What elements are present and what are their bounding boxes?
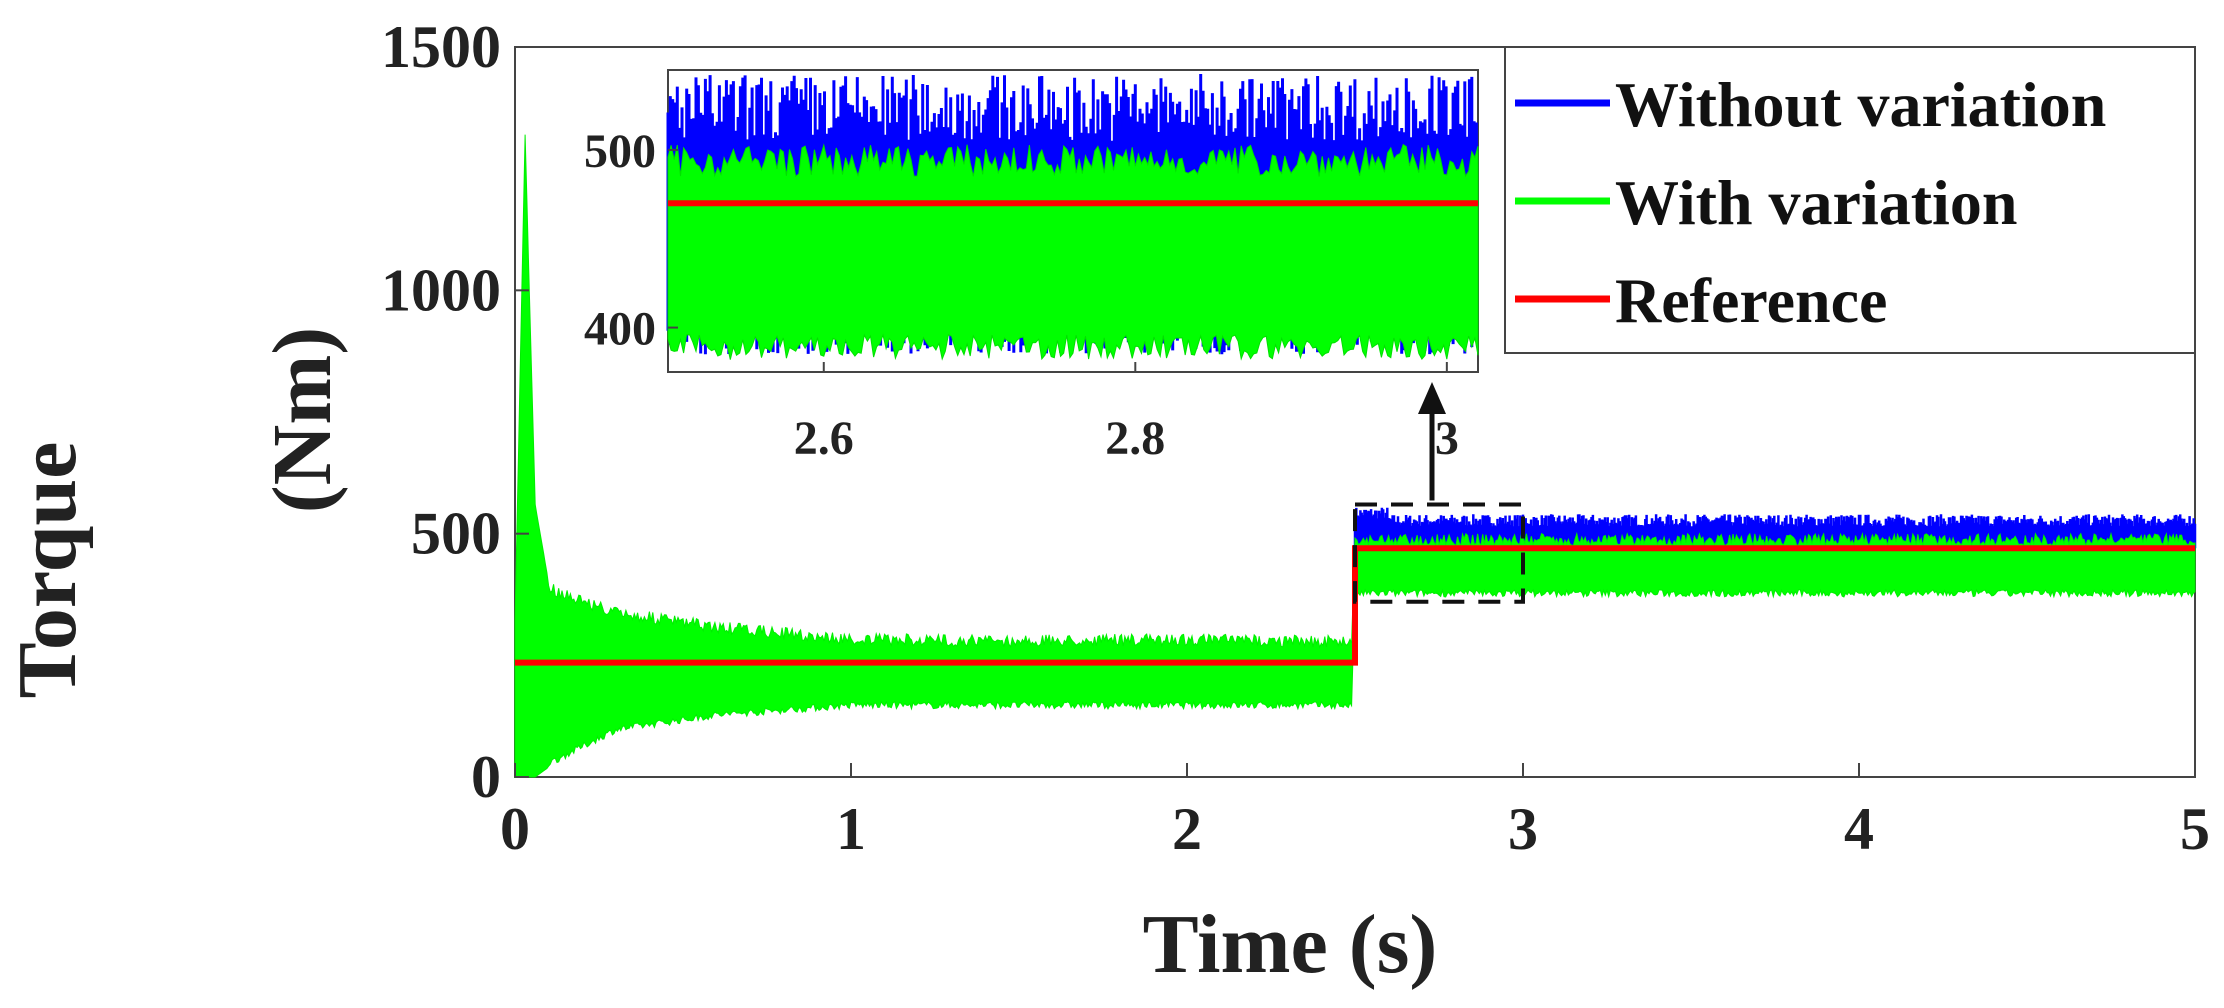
legend-label-reference: Reference: [1615, 265, 1887, 336]
inset-x-tick-label: 2.8: [1105, 412, 1165, 465]
legend-box: [1504, 46, 2196, 354]
legend: Without variation With variation Referen…: [1504, 46, 2196, 354]
x-tick-label: 2: [1172, 796, 1202, 862]
inset-x-tick-label: 2.6: [794, 412, 854, 465]
y-tick-label: 1500: [381, 14, 501, 80]
inset-plot: 2.6 2.8 3 400 500: [584, 69, 1479, 501]
y-tick-label: 0: [471, 744, 501, 810]
x-tick-label: 3: [1508, 796, 1538, 862]
inset-y-tick-label: 500: [584, 125, 656, 178]
y-tick-label: 1000: [381, 257, 501, 323]
series-reference: [515, 545, 2195, 666]
inset-y-tick-label: 400: [584, 303, 656, 356]
x-tick-label: 4: [1844, 796, 1874, 862]
x-tick-label: 5: [2180, 796, 2210, 862]
y-axis-label-line1: Torque: [1, 442, 94, 699]
series-without-variation: [1353, 507, 2197, 549]
series-with-variation: [514, 134, 2196, 778]
legend-label-with-variation: With variation: [1615, 167, 2017, 238]
legend-label-without-variation: Without variation: [1615, 69, 2106, 140]
y-tick-label: 500: [411, 501, 501, 567]
zoom-arrow-head: [1418, 382, 1446, 414]
zoom-box: [1353, 502, 1525, 604]
x-tick-label: 1: [836, 796, 866, 862]
inset-x-tick-label: 3: [1435, 412, 1459, 465]
x-tick-label: 0: [500, 796, 530, 862]
y-axis-label-line2: (Nm): [256, 327, 349, 514]
inset-series-with-variation: [667, 143, 1479, 361]
x-axis-label: Time (s): [1143, 898, 1438, 991]
